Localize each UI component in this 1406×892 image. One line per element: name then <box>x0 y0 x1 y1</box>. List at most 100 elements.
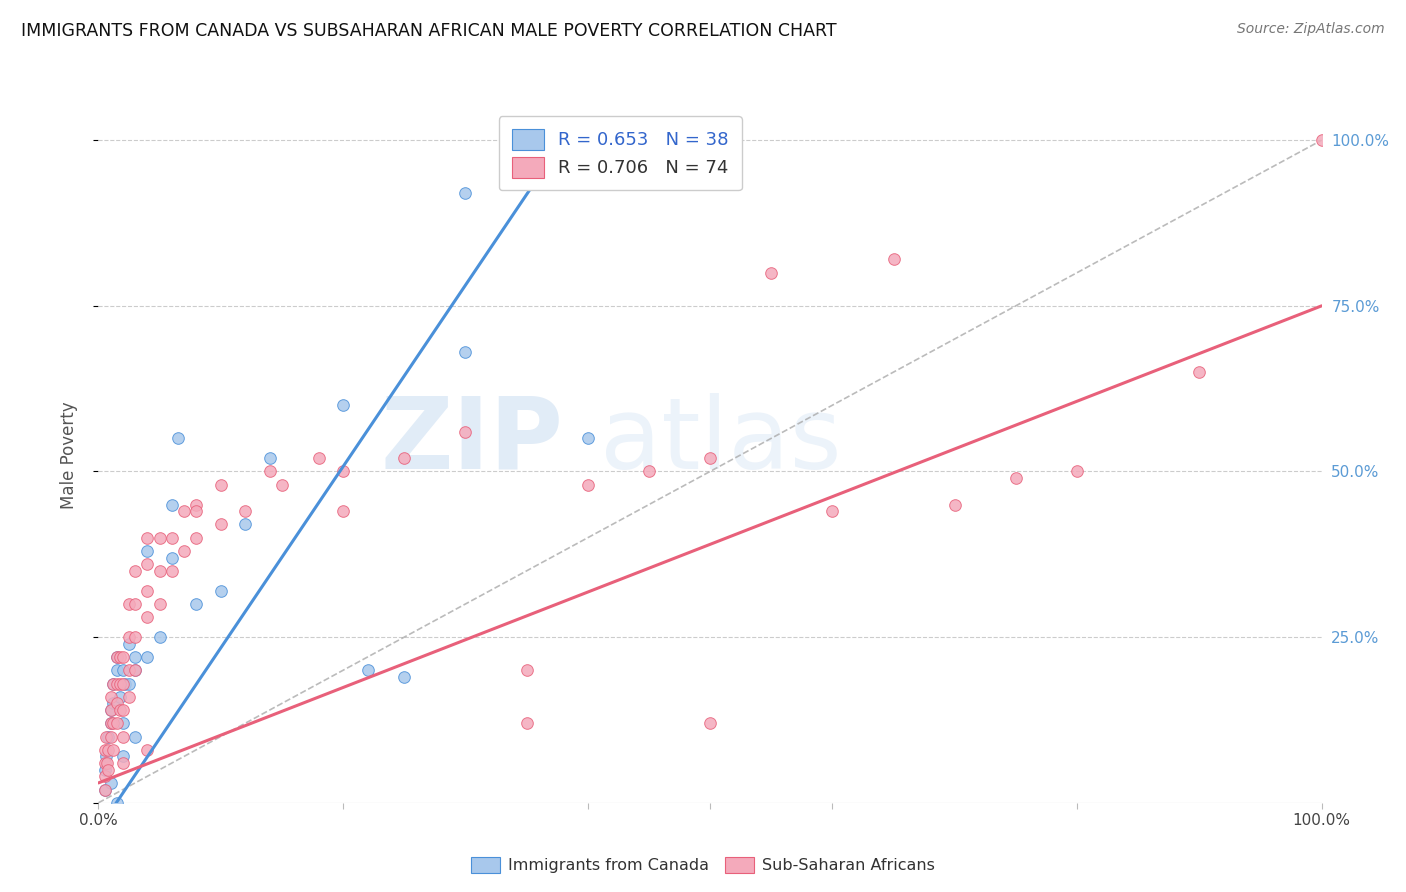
Point <box>186 531 208 545</box>
Point <box>97 763 120 777</box>
Point <box>136 743 159 757</box>
Legend: Immigrants from Canada, Sub-Saharan Africans: Immigrants from Canada, Sub-Saharan Afri… <box>465 850 941 880</box>
Point <box>93 763 115 777</box>
Point <box>118 637 141 651</box>
Point <box>110 690 132 704</box>
Point <box>173 544 195 558</box>
Point <box>118 676 141 690</box>
Point <box>883 252 905 267</box>
Point <box>515 716 537 731</box>
Point <box>100 716 122 731</box>
Point <box>96 756 118 770</box>
Point <box>110 650 132 665</box>
Text: Source: ZipAtlas.com: Source: ZipAtlas.com <box>1237 22 1385 37</box>
Point <box>149 630 172 644</box>
Point <box>101 676 124 690</box>
Point <box>105 796 128 810</box>
Point <box>392 670 416 684</box>
Point <box>270 477 294 491</box>
Point <box>209 583 232 598</box>
Point <box>118 690 141 704</box>
Point <box>118 630 141 644</box>
Point <box>454 345 477 359</box>
Point <box>454 425 477 439</box>
Point <box>761 266 783 280</box>
Text: IMMIGRANTS FROM CANADA VS SUBSAHARAN AFRICAN MALE POVERTY CORRELATION CHART: IMMIGRANTS FROM CANADA VS SUBSAHARAN AFR… <box>21 22 837 40</box>
Point <box>100 690 122 704</box>
Legend: R = 0.653   N = 38, R = 0.706   N = 74: R = 0.653 N = 38, R = 0.706 N = 74 <box>499 116 741 190</box>
Point <box>699 716 721 731</box>
Point <box>392 451 416 466</box>
Point <box>93 769 115 783</box>
Point <box>118 663 141 677</box>
Point <box>233 517 256 532</box>
Point <box>136 583 159 598</box>
Point <box>114 676 136 690</box>
Point <box>186 597 208 611</box>
Text: atlas: atlas <box>600 392 842 490</box>
Point <box>111 676 134 690</box>
Point <box>101 716 124 731</box>
Point <box>576 431 599 445</box>
Point <box>101 697 124 711</box>
Point <box>638 465 661 479</box>
Point <box>124 650 146 665</box>
Point <box>94 730 117 744</box>
Point <box>943 498 966 512</box>
Point <box>233 504 256 518</box>
Point <box>160 498 183 512</box>
Point <box>110 676 132 690</box>
Point <box>160 550 183 565</box>
Point <box>160 564 183 578</box>
Point <box>356 663 378 677</box>
Point <box>186 504 208 518</box>
Point <box>149 531 172 545</box>
Point <box>111 756 134 770</box>
Point <box>93 756 115 770</box>
Point <box>105 650 128 665</box>
Point <box>93 743 115 757</box>
Point <box>149 564 172 578</box>
Point <box>576 477 599 491</box>
Point <box>124 630 146 644</box>
Point <box>124 663 146 677</box>
Point <box>93 782 115 797</box>
Point <box>124 663 146 677</box>
Point <box>105 663 128 677</box>
Point <box>515 663 537 677</box>
Point <box>1066 465 1088 479</box>
Point <box>1310 133 1333 147</box>
Point <box>332 398 354 412</box>
Point <box>111 663 134 677</box>
Point <box>136 544 159 558</box>
Point <box>105 676 128 690</box>
Point <box>124 564 146 578</box>
Point <box>111 716 134 731</box>
Point <box>173 504 195 518</box>
Point <box>308 451 330 466</box>
Point <box>124 597 146 611</box>
Point <box>111 749 134 764</box>
Point <box>111 730 134 744</box>
Y-axis label: Male Poverty: Male Poverty <box>59 401 77 508</box>
Point <box>97 730 120 744</box>
Point <box>118 597 141 611</box>
Point <box>259 465 281 479</box>
Point <box>332 465 354 479</box>
Point <box>167 431 190 445</box>
Point <box>1004 471 1026 485</box>
Point <box>100 776 122 790</box>
Point <box>100 703 122 717</box>
Point <box>821 504 844 518</box>
Point <box>186 498 208 512</box>
Point <box>101 676 124 690</box>
Text: ZIP: ZIP <box>381 392 564 490</box>
Point <box>94 749 117 764</box>
Point <box>105 697 128 711</box>
Point <box>149 597 172 611</box>
Point <box>100 716 122 731</box>
Point <box>259 451 281 466</box>
Point <box>110 703 132 717</box>
Point <box>105 650 128 665</box>
Point <box>136 610 159 624</box>
